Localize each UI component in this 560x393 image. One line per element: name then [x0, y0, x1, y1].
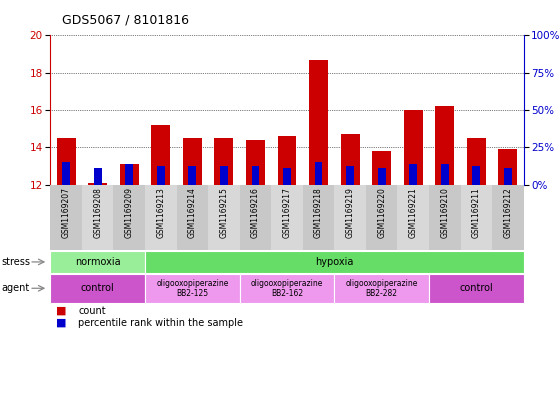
Text: GSM1169214: GSM1169214 — [188, 187, 197, 238]
Text: GSM1169213: GSM1169213 — [156, 187, 165, 238]
Bar — [120, 164, 139, 185]
Bar — [94, 168, 102, 185]
Bar — [145, 274, 240, 303]
Text: GSM1169207: GSM1169207 — [62, 187, 71, 239]
Bar — [398, 185, 429, 250]
Text: GSM1169211: GSM1169211 — [472, 187, 481, 238]
Bar — [50, 185, 82, 250]
Bar — [472, 166, 480, 185]
Bar — [504, 168, 512, 185]
Text: GSM1169219: GSM1169219 — [346, 187, 354, 238]
Bar — [429, 185, 460, 250]
Bar — [340, 134, 360, 185]
Text: percentile rank within the sample: percentile rank within the sample — [78, 318, 244, 328]
Text: GSM1169217: GSM1169217 — [282, 187, 292, 238]
Bar — [278, 136, 296, 185]
Bar — [125, 164, 133, 185]
Bar — [315, 162, 323, 185]
Text: GSM1169209: GSM1169209 — [125, 187, 134, 239]
Text: GSM1169210: GSM1169210 — [440, 187, 449, 238]
Bar — [303, 185, 334, 250]
Text: normoxia: normoxia — [75, 257, 120, 267]
Bar — [214, 138, 234, 185]
Text: oligooxopiperazine
BB2-125: oligooxopiperazine BB2-125 — [156, 279, 228, 298]
Bar — [220, 166, 228, 185]
Text: GSM1169216: GSM1169216 — [251, 187, 260, 238]
Text: hypoxia: hypoxia — [315, 257, 353, 267]
Bar — [251, 166, 259, 185]
Bar — [50, 274, 145, 303]
Bar — [82, 185, 114, 250]
Bar — [492, 185, 524, 250]
Text: GSM1169212: GSM1169212 — [503, 187, 512, 238]
Text: GSM1169208: GSM1169208 — [93, 187, 102, 238]
Bar — [271, 185, 303, 250]
Bar — [346, 166, 354, 185]
Bar — [151, 125, 170, 185]
Bar — [246, 140, 265, 185]
Text: control: control — [459, 283, 493, 293]
Text: agent: agent — [1, 283, 29, 293]
Bar — [441, 164, 449, 185]
Bar — [145, 185, 176, 250]
Bar — [498, 149, 517, 185]
Text: ■: ■ — [56, 318, 67, 328]
Bar — [50, 251, 145, 273]
Bar — [409, 164, 417, 185]
Text: oligooxopiperazine
BB2-282: oligooxopiperazine BB2-282 — [346, 279, 418, 298]
Text: GSM1169220: GSM1169220 — [377, 187, 386, 238]
Text: ■: ■ — [56, 306, 67, 316]
Bar — [157, 166, 165, 185]
Text: GSM1169218: GSM1169218 — [314, 187, 323, 238]
Text: GSM1169221: GSM1169221 — [409, 187, 418, 238]
Bar — [145, 251, 524, 273]
Text: GSM1169215: GSM1169215 — [220, 187, 228, 238]
Bar — [188, 166, 197, 185]
Text: control: control — [81, 283, 115, 293]
Bar — [467, 138, 486, 185]
Bar — [334, 274, 429, 303]
Bar — [309, 60, 328, 185]
Bar — [240, 185, 271, 250]
Bar — [183, 138, 202, 185]
Text: count: count — [78, 306, 106, 316]
Text: GDS5067 / 8101816: GDS5067 / 8101816 — [62, 14, 189, 27]
Bar — [404, 110, 423, 185]
Bar — [334, 185, 366, 250]
Bar — [460, 185, 492, 250]
Bar — [176, 185, 208, 250]
Bar — [366, 185, 398, 250]
Text: stress: stress — [1, 257, 30, 267]
Text: oligooxopiperazine
BB2-162: oligooxopiperazine BB2-162 — [251, 279, 323, 298]
Bar — [377, 168, 386, 185]
Bar — [283, 168, 291, 185]
Bar — [429, 274, 524, 303]
Bar — [62, 162, 70, 185]
Bar — [372, 151, 391, 185]
Bar — [88, 183, 107, 185]
Bar — [240, 274, 334, 303]
Bar — [114, 185, 145, 250]
Bar — [208, 185, 240, 250]
Bar — [435, 106, 454, 185]
Bar — [57, 138, 76, 185]
